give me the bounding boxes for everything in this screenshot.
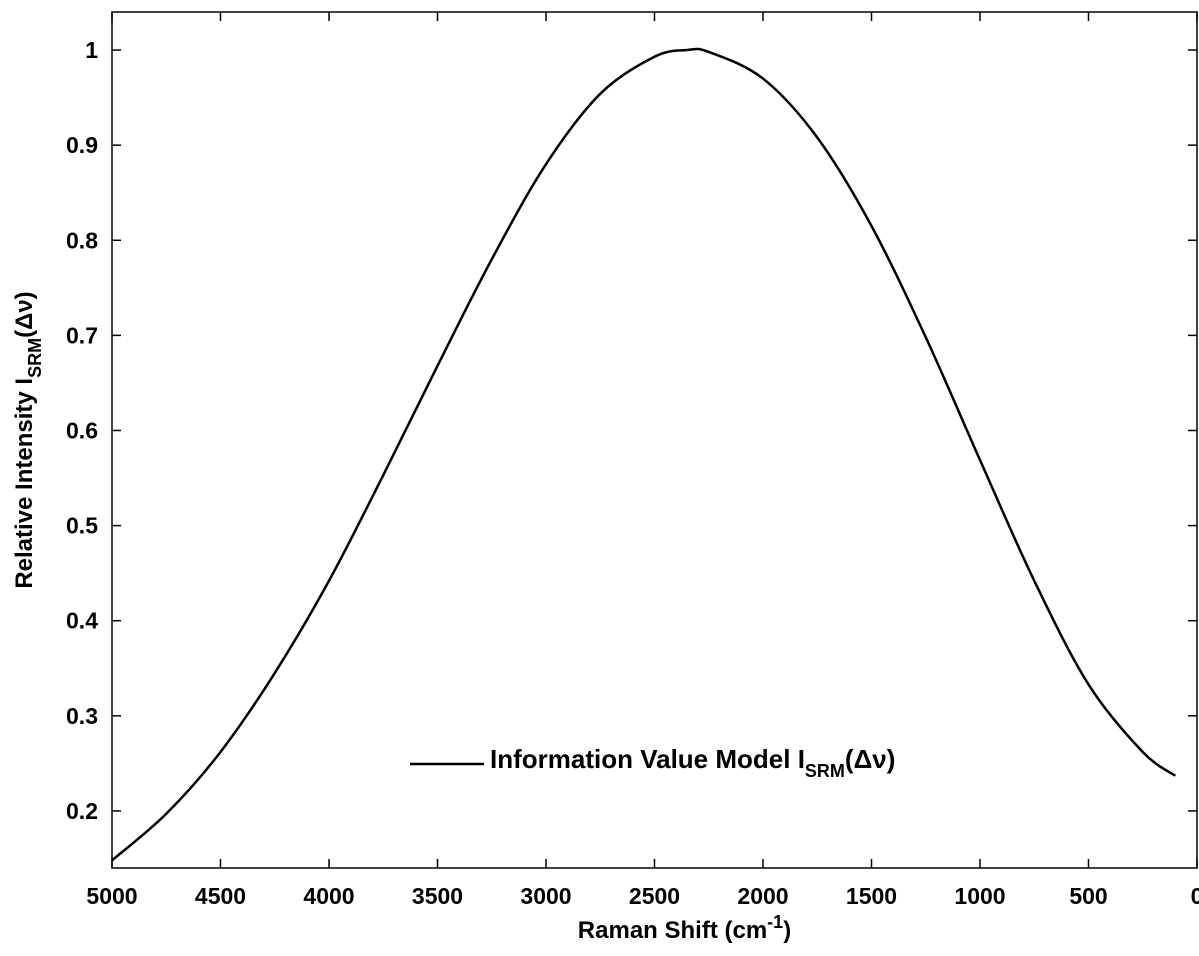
- x-tick-label: 1000: [954, 883, 1005, 909]
- y-tick-label: 0.2: [66, 798, 98, 824]
- x-tick-label: 4500: [195, 883, 246, 909]
- y-axis-title: Relative Intensity ISRM(Δν): [11, 291, 45, 588]
- x-tick-label: 2500: [629, 883, 680, 909]
- y-tick-label: 0.4: [66, 608, 98, 634]
- y-axis-ticks: 0.2 0.3 0.4 0.5 0.6 0.7 0.8 0.9 1: [66, 37, 1197, 824]
- y-tick-label: 0.5: [66, 513, 98, 539]
- x-axis-title: Raman Shift (cm-1): [578, 912, 791, 944]
- x-axis-ticks: 5000 4500 4000 3500 3000 2500 2000 1500 1000 500 0: [86, 12, 1199, 909]
- x-tick-label: 0: [1191, 883, 1199, 909]
- x-tick-label: 500: [1069, 883, 1107, 909]
- y-tick-label: 0.3: [66, 703, 98, 729]
- plot-area-frame: [111, 11, 1198, 869]
- x-tick-label: 2000: [737, 883, 788, 909]
- x-tick-label: 3500: [412, 883, 463, 909]
- x-tick-label: 3000: [520, 883, 571, 909]
- y-tick-label: 0.6: [66, 417, 98, 443]
- y-tick-label: 1: [85, 37, 98, 63]
- series-line-information-value-model: [111, 47, 1177, 862]
- legend-label: Information Value Model ISRM(Δν): [490, 744, 895, 781]
- x-tick-label: 1500: [846, 883, 897, 909]
- legend: Information Value Model ISRM(Δν): [410, 744, 895, 781]
- y-tick-label: 0.7: [66, 322, 98, 348]
- y-tick-label: 0.9: [66, 132, 98, 158]
- x-tick-label: 5000: [86, 883, 137, 909]
- y-tick-label: 0.8: [66, 227, 98, 253]
- x-tick-label: 4000: [303, 883, 354, 909]
